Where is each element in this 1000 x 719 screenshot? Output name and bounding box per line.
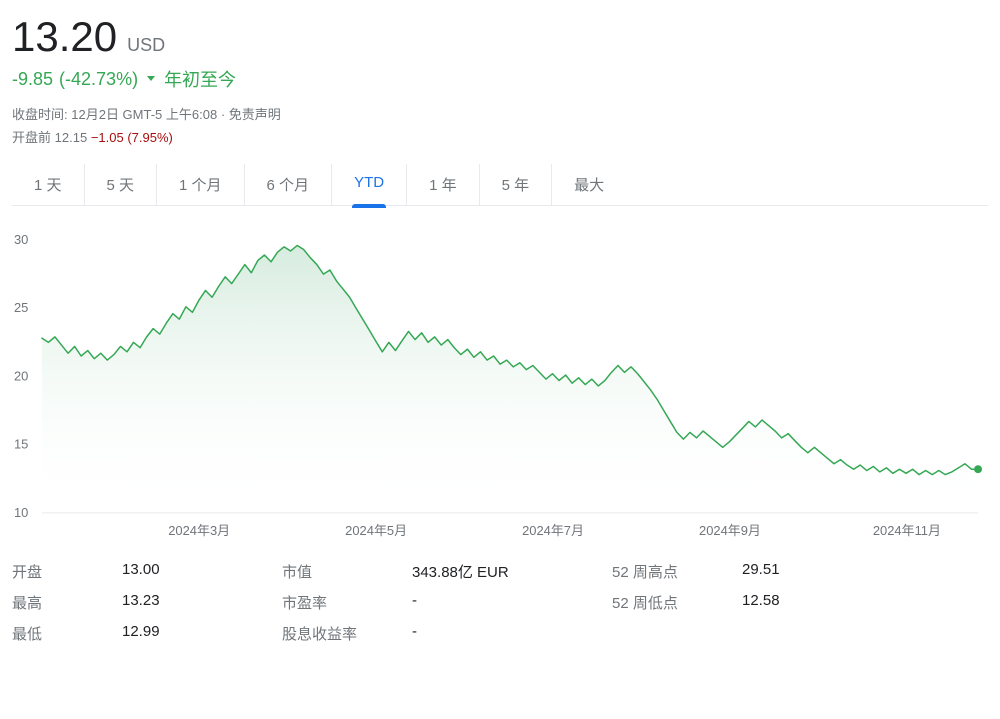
tab-1 天[interactable]: 1 天 [12, 164, 85, 205]
stat-value: - [412, 592, 612, 613]
svg-text:2024年3月: 2024年3月 [168, 523, 230, 538]
premarket-price: 12.15 [55, 130, 88, 145]
price-chart: 10 15 20 25 30 2024年3月 2024年5月 2024年7月 2024年9月 20… [12, 214, 988, 543]
stat-value: 12.58 [742, 592, 882, 613]
premarket-delta: −1.05 [91, 130, 124, 145]
range-tabs: 1 天5 天1 个月6 个月YTD1 年5 年最大 [12, 164, 988, 206]
disclaimer-link[interactable]: 免责声明 [229, 107, 281, 122]
change-period: 年初至今 [164, 66, 236, 92]
svg-text:2024年11月: 2024年11月 [873, 523, 941, 538]
change-absolute: -9.85 [12, 69, 53, 90]
stat-value: 13.23 [122, 592, 282, 613]
svg-text:25: 25 [14, 300, 28, 315]
stat-value: 29.51 [742, 561, 882, 582]
price-change: -9.85 (-42.73%) 年初至今 [12, 66, 988, 92]
premarket-info: 开盘前 12.15 −1.05 (7.95%) [12, 127, 988, 146]
svg-text:2024年5月: 2024年5月 [345, 523, 407, 538]
current-price: 13.20 [12, 16, 117, 58]
tab-YTD[interactable]: YTD [332, 164, 407, 205]
tab-5 年[interactable]: 5 年 [480, 164, 553, 205]
stat-label: 市盈率 [282, 592, 412, 613]
trend-down-icon [144, 69, 158, 90]
stat-value: - [412, 623, 612, 644]
stat-label: 股息收益率 [282, 623, 412, 644]
svg-text:30: 30 [14, 234, 28, 247]
svg-text:2024年9月: 2024年9月 [699, 523, 761, 538]
stat-label [612, 623, 742, 644]
stat-value [742, 623, 882, 644]
stat-label: 52 周高点 [612, 561, 742, 582]
svg-text:15: 15 [14, 437, 28, 452]
tab-1 年[interactable]: 1 年 [407, 164, 480, 205]
stats-table: 开盘13.00市值343.88亿 EUR52 周高点29.51 最高13.23市盈… [12, 561, 988, 644]
tab-5 天[interactable]: 5 天 [85, 164, 158, 205]
premarket-pct: (7.95%) [127, 130, 173, 145]
close-info: 收盘时间: 12月2日 GMT-5 上午6:08 · 免责声明 [12, 104, 988, 123]
tab-6 个月[interactable]: 6 个月 [245, 164, 333, 205]
close-time: 12月2日 GMT-5 上午6:08 [71, 107, 217, 122]
premarket-label: 开盘前 [12, 130, 51, 145]
price-header: 13.20 USD [12, 16, 988, 58]
close-label: 收盘时间: [12, 107, 68, 122]
svg-text:2024年7月: 2024年7月 [522, 523, 584, 538]
stat-label: 最低 [12, 623, 122, 644]
svg-text:20: 20 [14, 368, 28, 383]
change-percent: (-42.73%) [59, 69, 138, 90]
stat-value: 343.88亿 EUR [412, 561, 612, 582]
stat-label: 市值 [282, 561, 412, 582]
tab-最大[interactable]: 最大 [552, 164, 626, 205]
tab-1 个月[interactable]: 1 个月 [157, 164, 245, 205]
currency-label: USD [127, 35, 165, 56]
stat-label: 最高 [12, 592, 122, 613]
stat-label: 52 周低点 [612, 592, 742, 613]
stat-value: 12.99 [122, 623, 282, 644]
chart-svg: 10 15 20 25 30 2024年3月 2024年5月 2024年7月 2024年9月 20… [12, 234, 988, 543]
stat-value: 13.00 [122, 561, 282, 582]
stat-label: 开盘 [12, 561, 122, 582]
svg-text:10: 10 [14, 505, 28, 520]
